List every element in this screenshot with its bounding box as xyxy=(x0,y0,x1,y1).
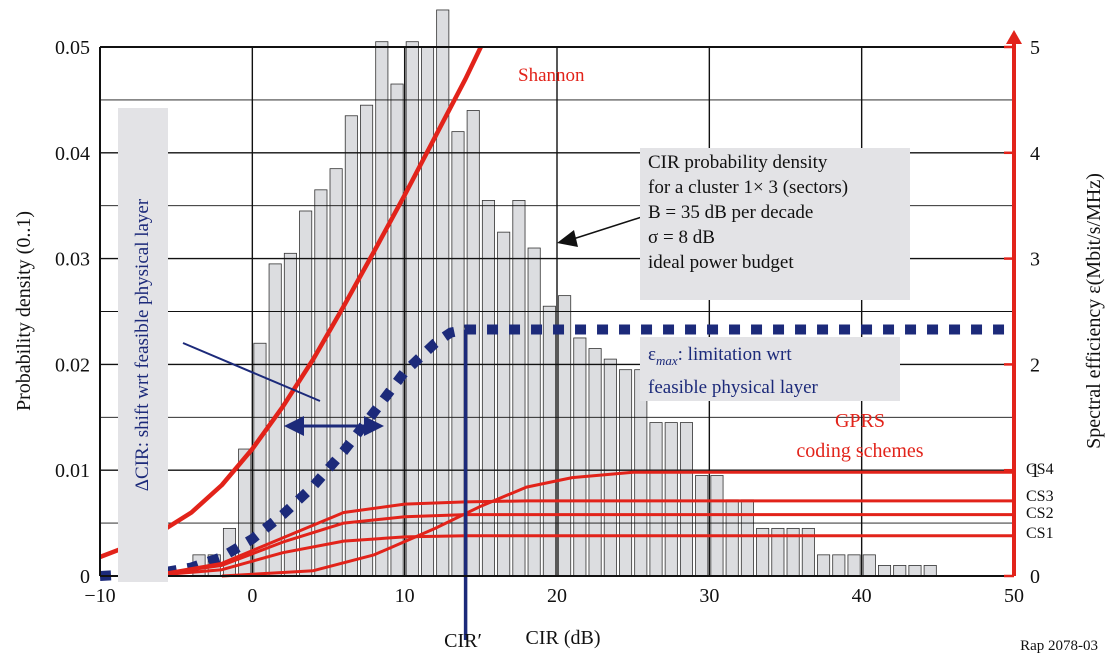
histogram-bar-22 xyxy=(527,247,541,577)
y2-tick-label-0: 0 xyxy=(1030,566,1040,588)
y2-tick-label-1: 1 xyxy=(1030,460,1040,482)
histogram-bar-45 xyxy=(878,565,892,577)
emax-subscript: max xyxy=(655,352,678,368)
cir-box-line-2: for a cluster 1× 3 (sectors) xyxy=(648,177,849,198)
cs-label-cs2: CS2 xyxy=(1026,505,1054,522)
y2-tick-label-3: 3 xyxy=(1030,249,1040,271)
emax-symbol: ε xyxy=(648,344,656,365)
x-axis-title: CIR (dB) xyxy=(526,627,601,649)
cir-box-line-3: B = 35 dB per decade xyxy=(648,202,814,223)
y-tick-label-1: 0.01 xyxy=(55,460,90,482)
cir-box-line-1: CIR probability density xyxy=(648,152,828,173)
y-tick-label-0: 0 xyxy=(80,566,90,588)
emax-line-1: εmax: limitation wrt xyxy=(648,341,900,374)
y2-tick-label-4: 4 xyxy=(1030,143,1040,165)
cir-box-line-5: ideal power budget xyxy=(648,252,794,273)
histogram-bar-20 xyxy=(497,231,511,577)
y-tick-label-4: 0.04 xyxy=(55,143,90,165)
delta-cir-arrow-right xyxy=(364,416,384,436)
gprs-label-line-1: GPRS xyxy=(835,410,885,432)
x-tick-label-3: 20 xyxy=(547,585,567,607)
emax-line-2: feasible physical layer xyxy=(648,376,818,398)
cs-label-cs3: CS3 xyxy=(1026,488,1054,505)
cs-label-cs4: CS4 xyxy=(1026,461,1054,478)
histogram-bar-47 xyxy=(908,565,922,577)
histogram-bar-6 xyxy=(283,252,297,577)
histogram-bar-44 xyxy=(862,554,876,577)
histogram-bar-12 xyxy=(375,41,389,577)
cir-pointer-head xyxy=(557,230,578,247)
histogram-bar-8 xyxy=(314,189,328,577)
right-axis-arrow xyxy=(1006,30,1022,44)
delta-cir-label: ΔCIR: shift wrt feasible physical layer xyxy=(132,198,153,492)
y-axis-title: Probability density (0..1) xyxy=(13,211,35,411)
source-label: Rap 2078-03 xyxy=(1020,638,1098,654)
y-tick-label-3: 0.03 xyxy=(55,249,90,271)
histogram-bar-36 xyxy=(740,499,754,577)
histogram-bars xyxy=(192,9,937,577)
histogram-bar-24 xyxy=(558,295,572,577)
histogram-bar-26 xyxy=(588,348,602,577)
y2-axis-title: Spectral efficiency ε(Mbit/s/MHz) xyxy=(1083,173,1105,449)
histogram-bar-35 xyxy=(725,499,739,577)
y-tick-label-5: 0.05 xyxy=(55,37,90,59)
y-tick-label-2: 0.02 xyxy=(55,354,90,376)
cir-pointer-line xyxy=(569,214,649,241)
emax-line-1-text: : limitation wrt xyxy=(677,344,792,365)
x-tick-label-6: 50 xyxy=(1004,585,1024,607)
series-line-cs3 xyxy=(160,499,1014,576)
histogram-bar-14 xyxy=(405,41,419,577)
histogram-bar-30 xyxy=(649,422,663,577)
delta-cir-leader xyxy=(182,342,321,402)
histogram-bar-19 xyxy=(481,200,495,577)
axes xyxy=(99,30,1022,578)
cir-prime-label: CIR′ xyxy=(444,630,482,652)
delta-cir-arrow-left xyxy=(284,416,304,436)
x-tick-label-1: 0 xyxy=(247,585,257,607)
histogram-bar-46 xyxy=(893,565,907,577)
histogram-bar-42 xyxy=(832,554,846,577)
y2-tick-label-5: 5 xyxy=(1030,37,1040,59)
histogram-bar-41 xyxy=(817,554,831,577)
series-line--max xyxy=(99,324,1014,581)
gprs-label-line-2: coding schemes xyxy=(796,440,923,462)
histogram-bar-43 xyxy=(847,554,861,577)
x-tick-label-0: −10 xyxy=(84,585,115,607)
series-line-cs4 xyxy=(221,470,1014,578)
histogram-bar-21 xyxy=(512,200,526,577)
histogram-bar-27 xyxy=(603,358,617,577)
histogram-bar-13 xyxy=(390,83,404,577)
x-tick-label-2: 10 xyxy=(395,585,415,607)
histogram-bar-16 xyxy=(436,9,450,577)
emax-info-box: εmax: limitation wrt feasible physical l… xyxy=(640,337,900,401)
cs-label-cs1: CS1 xyxy=(1026,525,1054,542)
delta-cir-label-box: ΔCIR: shift wrt feasible physical layer xyxy=(118,108,168,582)
histogram-bar-33 xyxy=(695,475,709,577)
histogram-bar-11 xyxy=(360,104,374,577)
histogram-bar-17 xyxy=(451,131,465,577)
cir-density-info-box: CIR probability density for a cluster 1×… xyxy=(640,148,910,300)
x-tick-label-5: 40 xyxy=(852,585,872,607)
histogram-bar-31 xyxy=(664,422,678,577)
histogram-bar-10 xyxy=(344,115,358,577)
grid xyxy=(99,46,1015,577)
histogram-bar-48 xyxy=(923,565,937,577)
histogram-bar-32 xyxy=(679,422,693,577)
shannon-label: Shannon xyxy=(518,65,585,86)
histogram-bar-25 xyxy=(573,337,587,577)
histogram-bar-34 xyxy=(710,475,724,577)
y2-tick-label-2: 2 xyxy=(1030,354,1040,376)
x-tick-label-4: 30 xyxy=(699,585,719,607)
cir-box-line-4: σ = 8 dB xyxy=(648,227,715,248)
